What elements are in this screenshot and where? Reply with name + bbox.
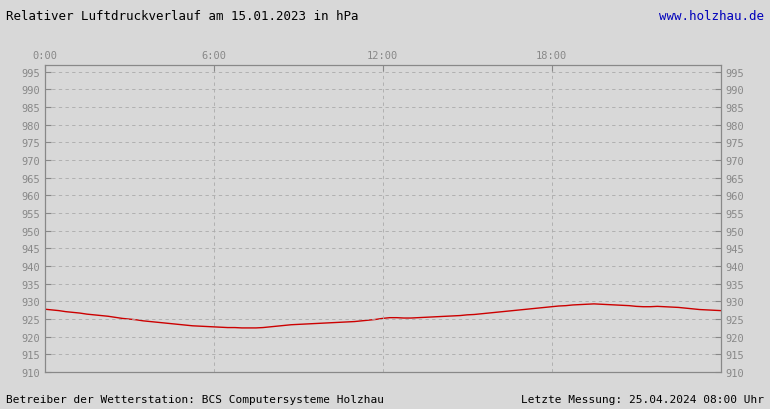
Text: www.holzhau.de: www.holzhau.de [659,10,764,23]
Text: Letzte Messung: 25.04.2024 08:00 Uhr: Letzte Messung: 25.04.2024 08:00 Uhr [521,394,764,404]
Text: Relativer Luftdruckverlauf am 15.01.2023 in hPa: Relativer Luftdruckverlauf am 15.01.2023… [6,10,359,23]
Text: Betreiber der Wetterstation: BCS Computersysteme Holzhau: Betreiber der Wetterstation: BCS Compute… [6,394,384,404]
